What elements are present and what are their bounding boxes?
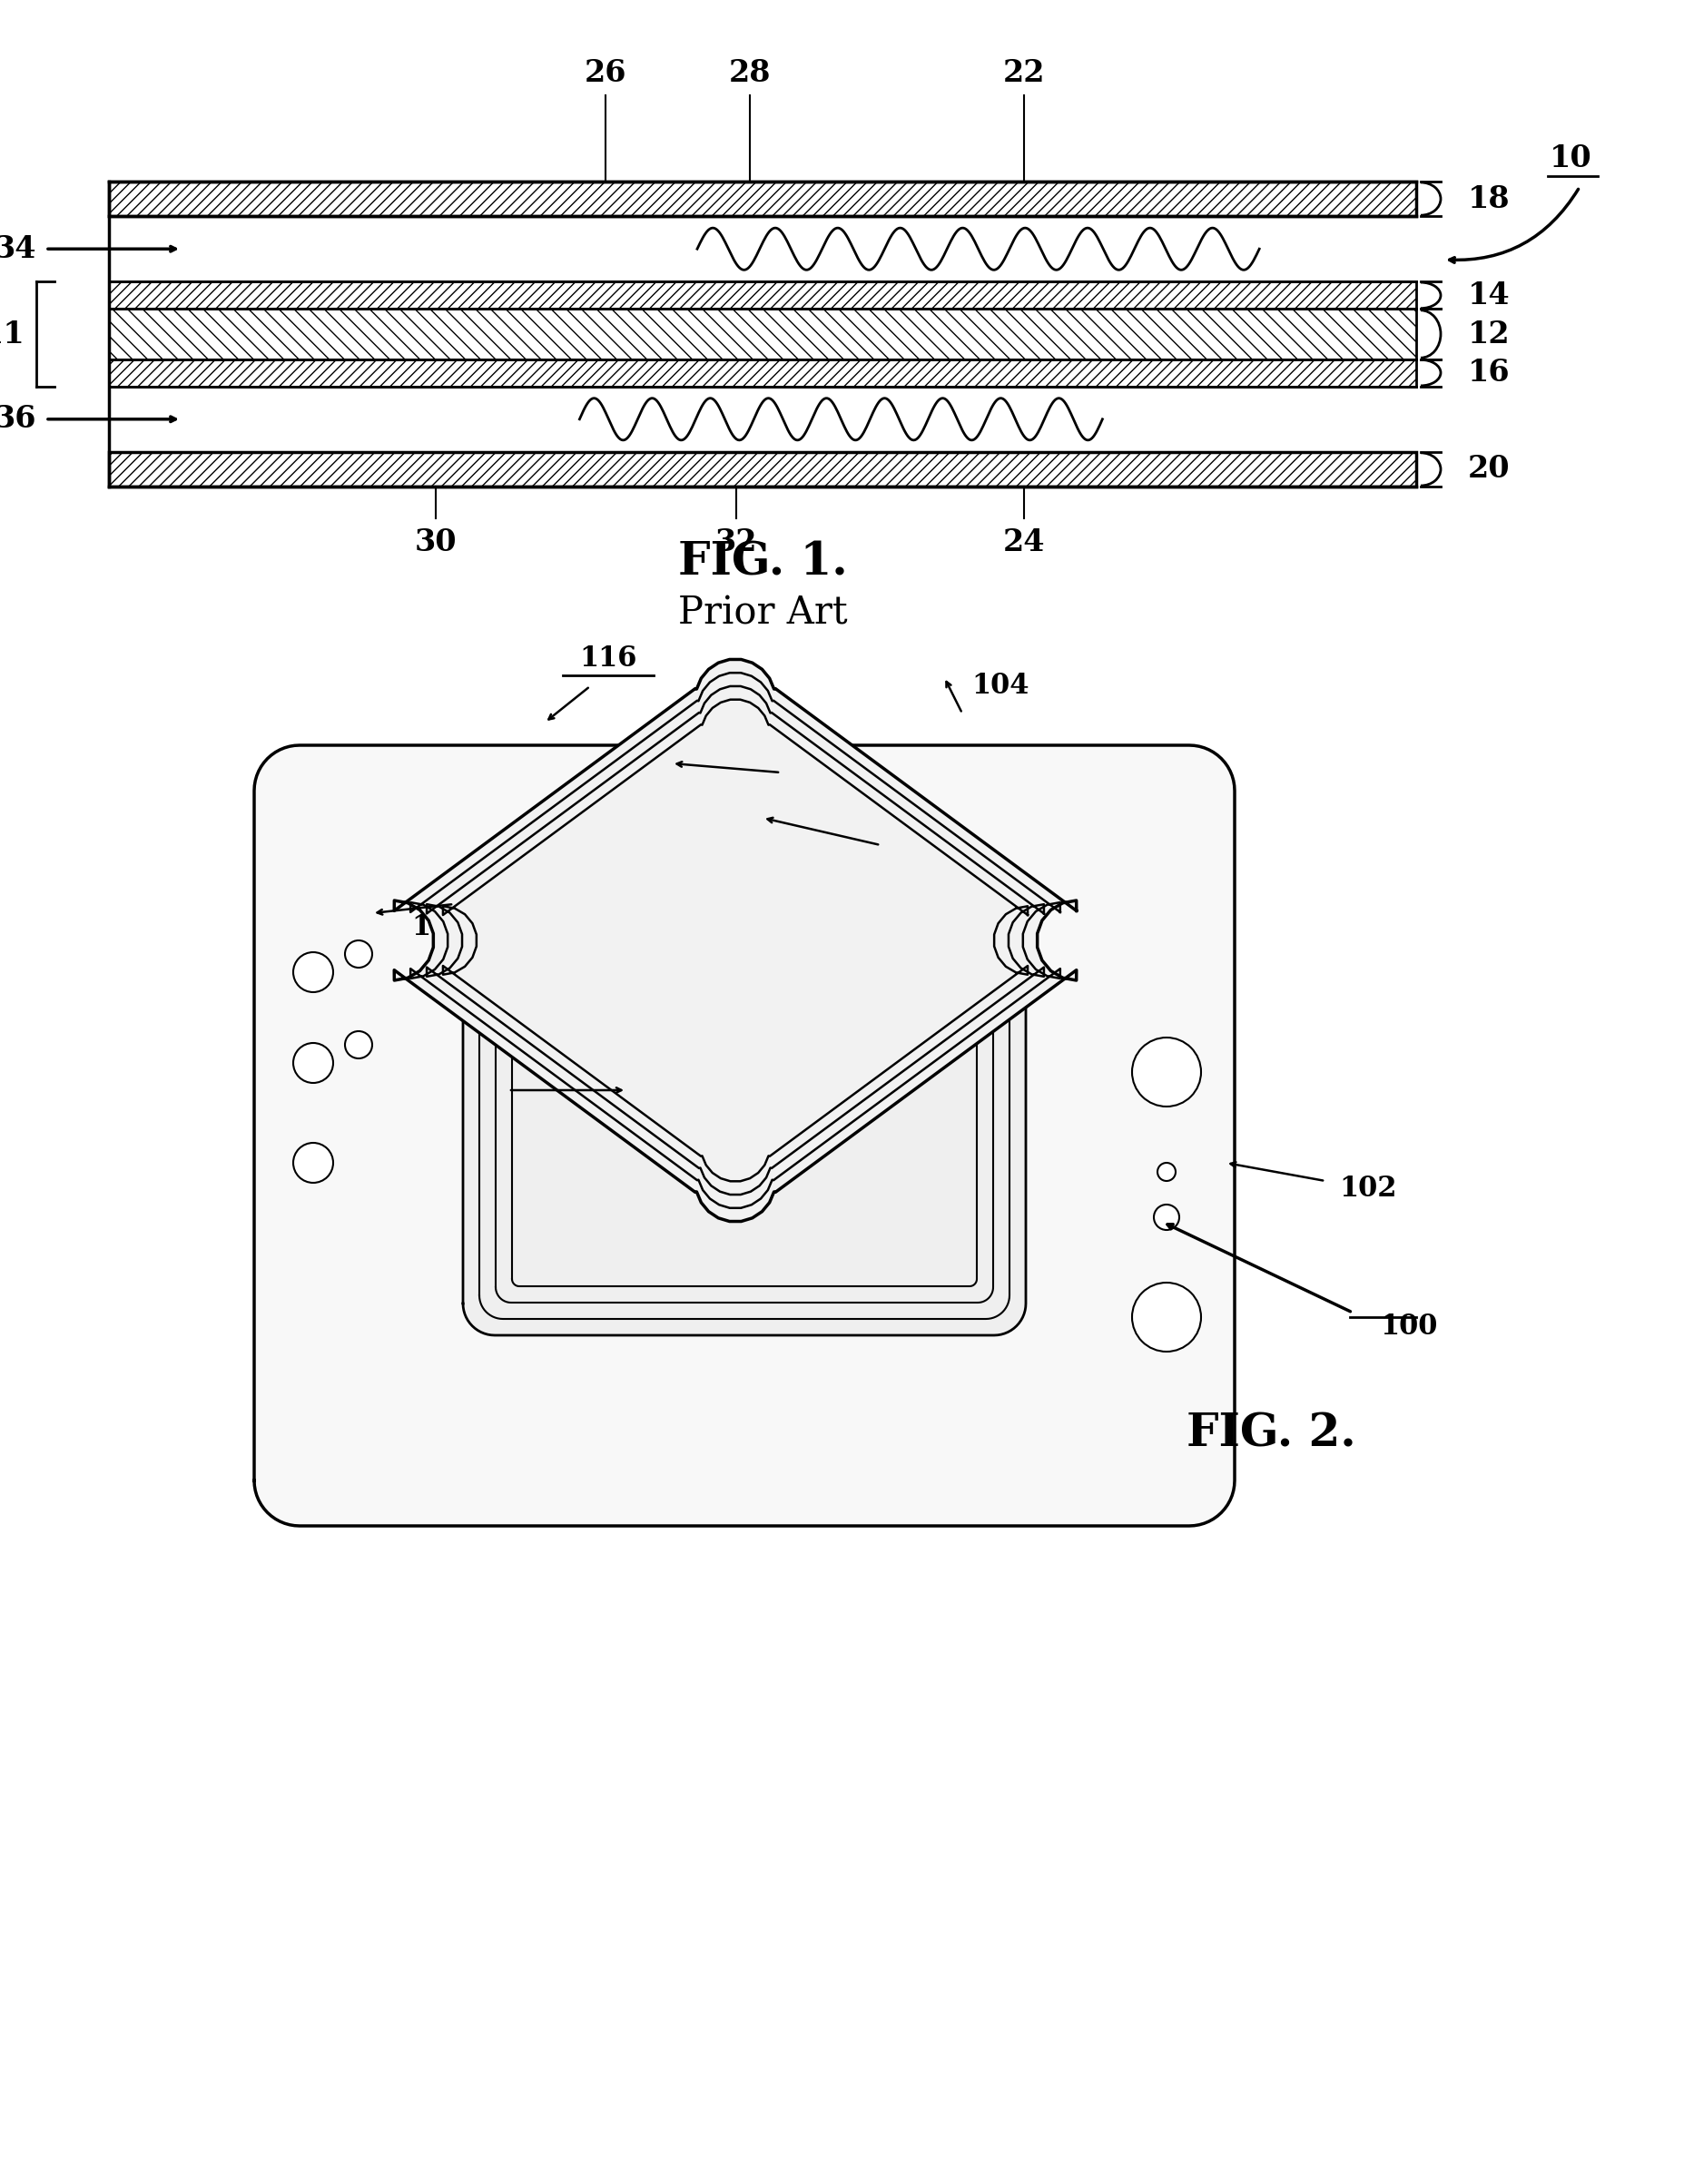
Circle shape — [805, 784, 827, 806]
Circle shape — [293, 1044, 333, 1083]
Circle shape — [1154, 1206, 1179, 1230]
Circle shape — [845, 793, 861, 806]
Circle shape — [293, 1142, 333, 1184]
Polygon shape — [254, 745, 1234, 1527]
Polygon shape — [394, 660, 1076, 1221]
Text: 114: 114 — [790, 784, 847, 812]
Bar — [109, 308, 1416, 358]
Polygon shape — [463, 882, 1026, 1334]
Text: 18: 18 — [1467, 183, 1509, 214]
Circle shape — [345, 1031, 372, 1059]
Text: 11: 11 — [0, 319, 25, 349]
Text: 100: 100 — [1379, 1313, 1436, 1341]
Text: 118: 118 — [411, 913, 468, 941]
Circle shape — [293, 952, 333, 992]
Text: 102: 102 — [1339, 1175, 1396, 1201]
Circle shape — [345, 941, 372, 968]
Text: 30: 30 — [414, 526, 456, 557]
Text: Prior Art: Prior Art — [677, 594, 847, 631]
Text: 110: 110 — [483, 1101, 541, 1129]
Text: 16: 16 — [1467, 358, 1509, 389]
Bar — [109, 282, 1416, 308]
Text: 116: 116 — [579, 644, 637, 673]
Text: 36: 36 — [0, 404, 37, 435]
Circle shape — [754, 775, 788, 806]
Text: 32: 32 — [716, 526, 758, 557]
Bar — [109, 181, 1416, 216]
Circle shape — [1157, 1162, 1175, 1182]
Text: 12: 12 — [1467, 319, 1509, 349]
Bar — [109, 452, 1416, 487]
Circle shape — [1132, 1282, 1201, 1352]
Text: 28: 28 — [727, 59, 770, 87]
Text: FIG. 2.: FIG. 2. — [1186, 1413, 1356, 1457]
Circle shape — [1132, 1037, 1201, 1107]
Text: 104: 104 — [972, 673, 1029, 699]
Text: 22: 22 — [1002, 59, 1044, 87]
Text: FIG. 1.: FIG. 1. — [677, 542, 847, 585]
Bar — [109, 358, 1416, 387]
Text: 14: 14 — [1467, 280, 1509, 310]
Text: 112: 112 — [889, 856, 946, 885]
Circle shape — [615, 767, 692, 843]
Text: 20: 20 — [1467, 454, 1509, 485]
Text: 10: 10 — [1549, 144, 1591, 173]
Text: 26: 26 — [584, 59, 626, 87]
Text: 24: 24 — [1002, 526, 1044, 557]
Text: 34: 34 — [0, 234, 37, 264]
